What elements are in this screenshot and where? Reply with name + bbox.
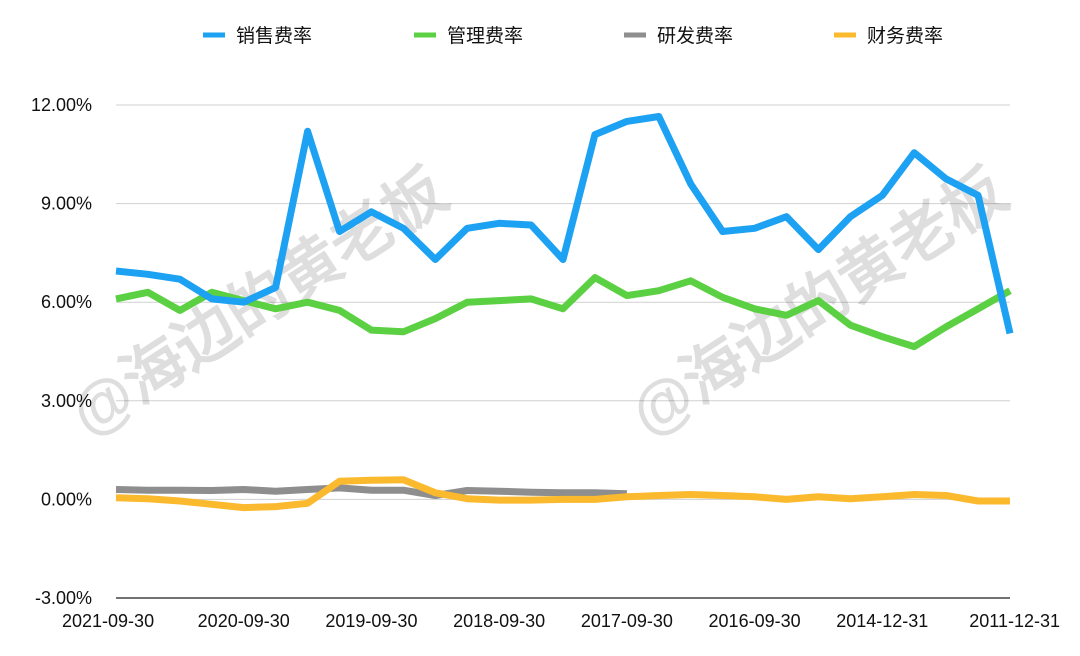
y-tick-label: 3.00% (41, 391, 92, 411)
x-tick-label: 2011-12-31 (969, 611, 1060, 631)
x-tick-label: 2017-09-30 (581, 611, 673, 631)
x-axis-ticks: 2021-09-30 2020-09-30 2019-09-30 2018-09-30… (62, 611, 1060, 631)
series-line-1 (115, 274, 1012, 351)
y-axis-ticks: -3.00% 0.00% 3.00% 6.00% 9.00% 12.00% (31, 95, 92, 608)
legend-label: 研发费率 (657, 25, 733, 47)
legend: 销售费率 管理费率 研发费率 财务费率 (203, 25, 943, 47)
y-tick-label: -3.00% (35, 588, 92, 608)
x-tick-label: 2019-09-30 (325, 611, 417, 631)
legend-label: 财务费率 (867, 25, 943, 47)
x-tick-label: 2020-09-30 (198, 611, 290, 631)
x-tick-label: 2014-12-31 (836, 611, 928, 631)
series-line-3 (115, 476, 1010, 512)
legend-label: 销售费率 (236, 25, 312, 47)
y-tick-label: 12.00% (31, 95, 92, 115)
y-tick-label: 0.00% (41, 489, 92, 509)
series-line-0 (115, 113, 1014, 335)
series-lines (115, 113, 1014, 512)
x-tick-label: 2021-09-30 (62, 611, 154, 631)
y-tick-label: 9.00% (41, 194, 92, 214)
gridlines (116, 104, 1010, 599)
x-tick-label: 2016-09-30 (709, 611, 801, 631)
x-tick-label: 2018-09-30 (453, 611, 545, 631)
y-tick-label: 6.00% (41, 292, 92, 312)
legend-label: 管理费率 (447, 25, 523, 47)
series-line-2 (115, 484, 628, 499)
